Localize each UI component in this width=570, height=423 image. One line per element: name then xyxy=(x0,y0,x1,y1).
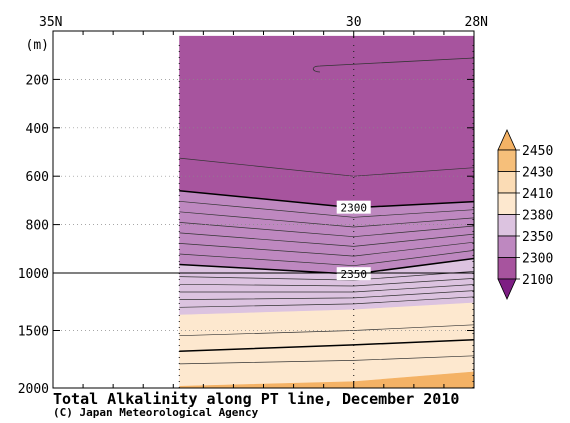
y-tick-label: 600 xyxy=(26,170,49,185)
colorbar-bottom-arrow xyxy=(497,278,517,300)
colorbar-label: 2450 xyxy=(522,144,553,159)
x-tick-label: 28N xyxy=(465,15,488,30)
x-tick-label: 35N xyxy=(39,15,62,30)
thin-contour-line xyxy=(179,232,475,247)
contour-label-2350: 2350 xyxy=(340,268,367,281)
axes-layer: 35N 30 28N 200 400 600 800 1000 1500 2000 (m) xyxy=(18,15,488,397)
colorbar-label: 2100 xyxy=(522,273,553,288)
colorbar: 2450 2430 2410 2380 2350 2300 2100 xyxy=(497,129,553,300)
thin-contour-layer xyxy=(179,57,475,365)
thin-contour-line xyxy=(179,355,475,365)
colorbar-top-arrow xyxy=(497,129,517,151)
y-tick-label: 400 xyxy=(26,122,49,137)
colorbar-swatch xyxy=(497,257,517,280)
band-2380-2430 xyxy=(179,302,475,387)
y-tick-label: 200 xyxy=(26,73,49,88)
contour-label-2300: 2300 xyxy=(340,202,367,215)
contour-label-bg xyxy=(336,200,371,214)
x-tick-label: 30 xyxy=(346,15,362,30)
thin-contour-line xyxy=(179,211,475,228)
y-tick-label: 1500 xyxy=(18,325,49,340)
thin-contour-line xyxy=(179,200,475,218)
colorbar-swatch xyxy=(497,235,517,258)
colorbar-swatch xyxy=(497,192,517,215)
band-2100-2300-upper xyxy=(179,35,475,177)
colorbar-swatch xyxy=(497,214,517,237)
y-tick-label: 2000 xyxy=(18,382,49,397)
thin-contour-loop xyxy=(312,57,475,73)
colorbar-label: 2300 xyxy=(522,252,553,267)
y-axis-unit: (m) xyxy=(26,38,49,53)
thin-contour-line xyxy=(179,241,475,257)
contour-label-bg xyxy=(336,267,371,281)
colorbar-label: 2350 xyxy=(522,230,553,245)
y-tick-label: 800 xyxy=(26,219,49,234)
contour-fill-layer xyxy=(179,35,475,389)
chart-title: Total Alkalinity along PT line, December… xyxy=(53,390,460,408)
thin-contour-line xyxy=(179,250,475,267)
colorbar-swatch xyxy=(497,149,517,172)
colorbar-swatch xyxy=(497,171,517,194)
colorbar-label: 2410 xyxy=(522,187,553,202)
contour-line-2410 xyxy=(179,338,475,352)
thin-contour-line xyxy=(179,222,475,238)
chart-credit: (C) Japan Meteorological Agency xyxy=(53,406,259,419)
y-tick-label: 1000 xyxy=(18,267,49,282)
colorbar-label: 2430 xyxy=(522,166,553,181)
bold-contour-layer: 2300 2350 xyxy=(179,189,475,352)
colorbar-label: 2380 xyxy=(522,209,553,224)
